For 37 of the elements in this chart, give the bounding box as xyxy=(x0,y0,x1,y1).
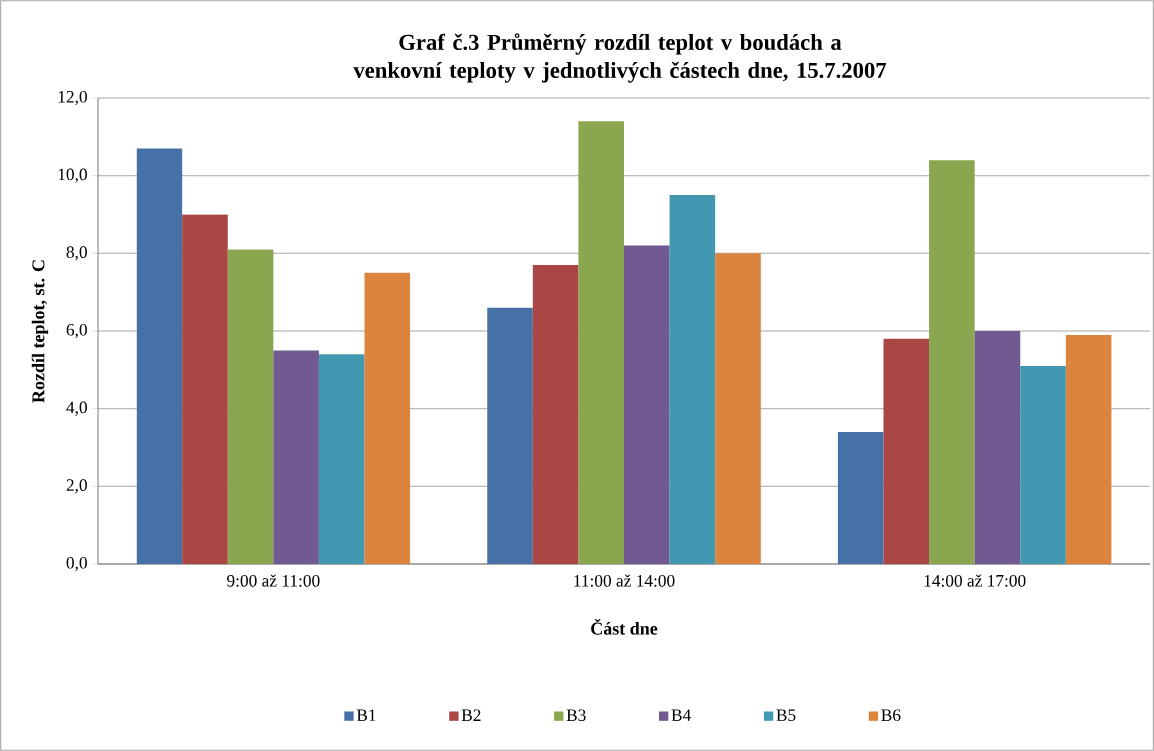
bar xyxy=(669,195,716,564)
legend-label: B3 xyxy=(566,709,586,722)
y-tick-label: 6,0 xyxy=(66,323,87,339)
x-axis-title: Část dne xyxy=(591,618,658,635)
legend-label: B6 xyxy=(881,709,901,722)
bar xyxy=(182,214,228,564)
y-tick-label: 0,0 xyxy=(66,556,87,572)
bar xyxy=(273,350,319,564)
y-tick-label: 2,0 xyxy=(66,479,87,494)
legend-label: B4 xyxy=(671,709,691,721)
legend-label: B1 xyxy=(356,709,376,721)
legend-label: B5 xyxy=(776,709,796,721)
x-tick-label: 9:00 až 11:00 xyxy=(227,574,320,587)
bar xyxy=(624,245,670,564)
bar xyxy=(837,431,884,564)
bar xyxy=(1020,365,1066,564)
y-axis-title: Rozdíl teplot, st. C xyxy=(31,260,49,403)
bar xyxy=(136,148,183,564)
x-tick-label: 14:00 až 17:00 xyxy=(924,574,1026,587)
x-tick-label: 11:00 až 14:00 xyxy=(574,574,675,587)
bar xyxy=(929,160,975,564)
bar xyxy=(715,253,761,564)
y-tick-label: 4,0 xyxy=(66,401,87,416)
bar xyxy=(1065,334,1112,564)
bar xyxy=(487,307,533,564)
bar xyxy=(883,338,930,564)
bar xyxy=(974,331,1021,564)
y-tick-label: 8,0 xyxy=(66,246,87,261)
chart-title: Graf č.3 Průměrný rozdíl teplot v boudách a venkovní teploty v jednotlivých částech dne, 15.7.2007 xyxy=(353,33,887,83)
legend-label: B2 xyxy=(461,709,481,721)
bar xyxy=(578,121,624,564)
bar xyxy=(364,272,411,564)
bar xyxy=(227,249,274,564)
y-tick-label: 10,0 xyxy=(58,168,87,183)
bar xyxy=(318,354,365,564)
bar xyxy=(532,264,579,564)
y-tick-label: 12,0 xyxy=(58,90,87,106)
